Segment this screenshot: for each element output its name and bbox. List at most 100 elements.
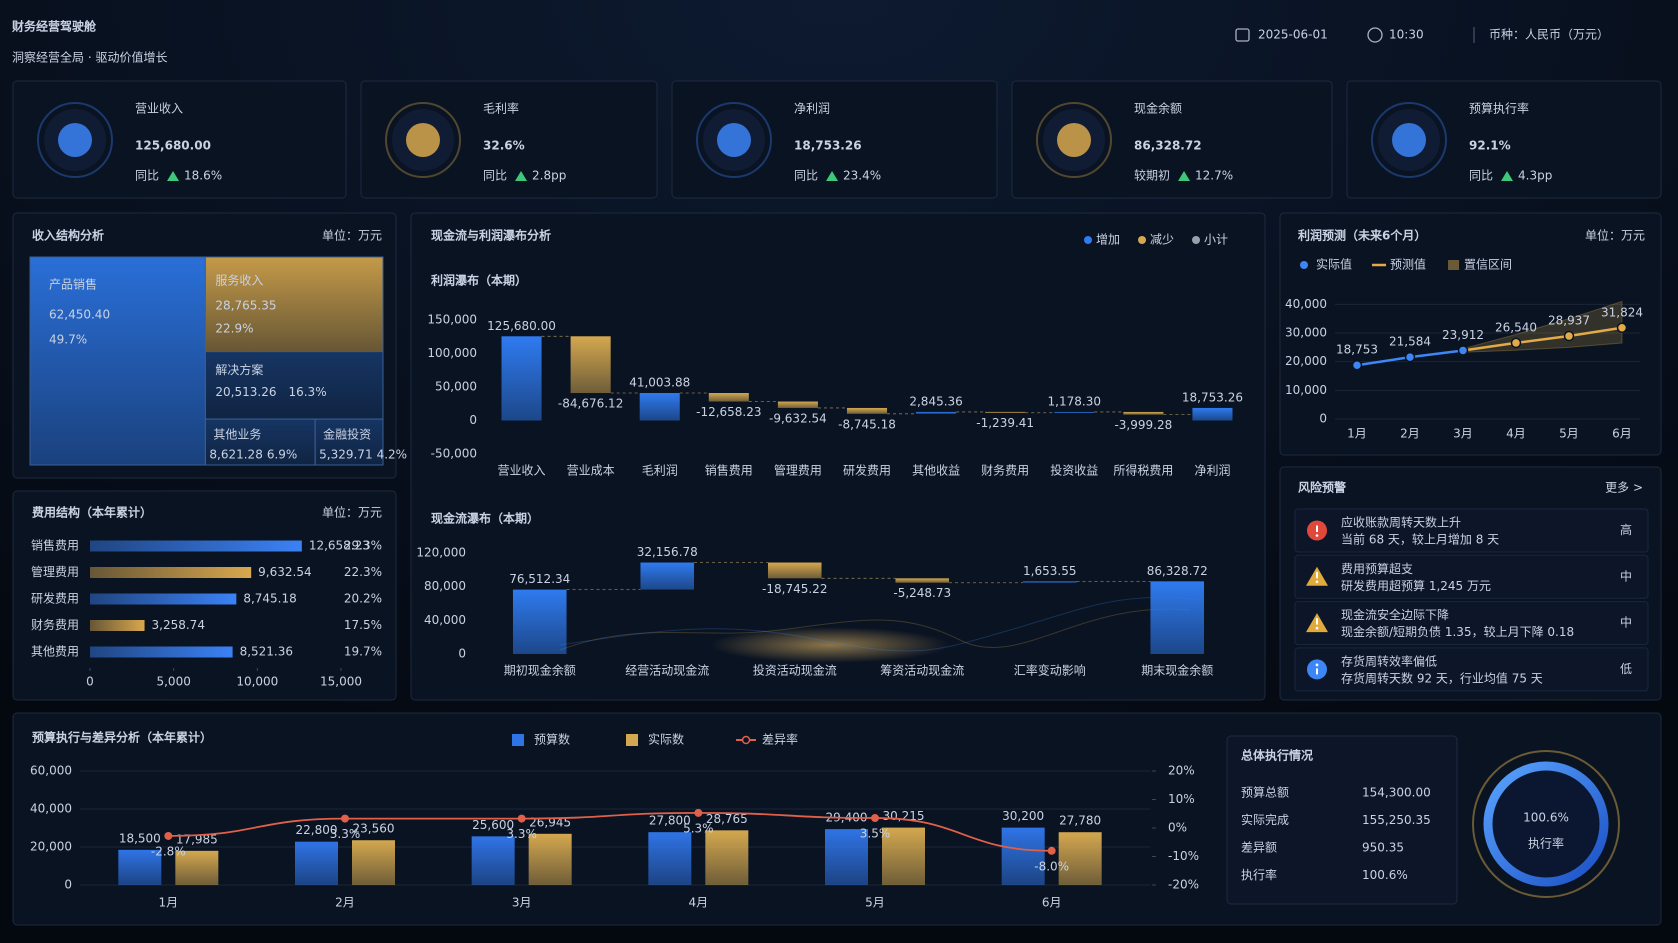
waterfall-bar bbox=[570, 336, 611, 394]
x-tick-label: 4月 bbox=[1506, 427, 1526, 441]
risk-row bbox=[1294, 508, 1649, 553]
value-label: 1,653.55 bbox=[1023, 564, 1076, 578]
waterfall-bar bbox=[1192, 407, 1233, 421]
treemap-share: 4.2% bbox=[377, 448, 408, 462]
waterfall-bar bbox=[916, 411, 957, 414]
waterfall-bar bbox=[1150, 581, 1205, 654]
value-label: 28,937 bbox=[1548, 314, 1590, 328]
bar bbox=[1001, 827, 1045, 885]
x-tick-label: 投资活动现金流 bbox=[753, 663, 837, 678]
kpi-card bbox=[1011, 80, 1333, 199]
value-label: -8.0% bbox=[1034, 859, 1069, 873]
value-label: 26,540 bbox=[1495, 320, 1537, 334]
kpi-icon bbox=[1392, 123, 1426, 157]
risk-level: 中 bbox=[1620, 615, 1632, 630]
x-tick-label: 3月 bbox=[512, 896, 532, 910]
decor-glow bbox=[710, 627, 950, 663]
treemap-label: 产品销售 bbox=[49, 277, 97, 292]
value-label: 5.3% bbox=[683, 821, 714, 835]
value-label: -9,632.54 bbox=[769, 411, 827, 425]
waterfall-bar bbox=[1054, 411, 1095, 413]
value-label: -84,676.12 bbox=[558, 397, 623, 411]
value-label: 22,800 bbox=[296, 823, 338, 837]
value-label: 125,680.00 bbox=[487, 319, 556, 333]
waterfall-bar bbox=[985, 411, 1026, 413]
summary-box bbox=[1226, 735, 1458, 905]
x-tick-label: 1月 bbox=[159, 896, 179, 910]
treemap-value: 62,450.40 bbox=[49, 308, 110, 322]
value-label: -8,745.18 bbox=[838, 417, 896, 431]
kpi-label: 净利润 bbox=[794, 102, 830, 116]
panel-title: 现金流与利润瀑布分析 bbox=[431, 228, 551, 243]
risk-level: 高 bbox=[1620, 522, 1632, 537]
bar bbox=[175, 850, 219, 885]
unit-label: 单位：万元 bbox=[1585, 228, 1645, 243]
value-label: 32,156.78 bbox=[637, 545, 698, 559]
kpi-label: 预算执行率 bbox=[1469, 101, 1529, 116]
risk-detail: 现金余额/短期负债 1.35，较上月下降 0.18 bbox=[1341, 624, 1574, 639]
kpi-label: 毛利率 bbox=[483, 101, 519, 116]
x-tick-label: 5月 bbox=[865, 896, 885, 910]
bar bbox=[90, 593, 237, 605]
x-tick-label: 15,000 bbox=[320, 675, 362, 689]
share-label: 22.3% bbox=[344, 565, 382, 579]
y-tick-label: 财务费用 bbox=[31, 617, 79, 632]
kpi-card bbox=[671, 80, 998, 199]
value-label: 9,632.54 bbox=[258, 565, 311, 579]
series-line bbox=[168, 811, 1052, 852]
calendar-icon bbox=[1235, 28, 1250, 42]
risk-title: 应收账款周转天数上升 bbox=[1341, 515, 1461, 530]
value-label: 18,753 bbox=[1336, 343, 1378, 357]
y-tick-label: 80,000 bbox=[424, 579, 466, 593]
panel bbox=[410, 212, 1266, 701]
gauge-value: 100.6% bbox=[1523, 811, 1569, 825]
treemap-share: 49.7% bbox=[49, 333, 87, 347]
kpi-compare: 较期初 bbox=[1134, 168, 1170, 183]
treemap-cell bbox=[204, 351, 384, 420]
value-label: 23,912 bbox=[1442, 328, 1484, 342]
treemap-label: 金融投资 bbox=[323, 427, 371, 442]
point bbox=[1563, 330, 1575, 342]
x-tick-label: 5,000 bbox=[156, 675, 190, 689]
kpi-change: 4.3pp bbox=[1518, 169, 1552, 183]
x-tick-label: 3月 bbox=[1453, 427, 1473, 441]
legend-label: 预算数 bbox=[534, 732, 570, 747]
y-tick-label: 其他费用 bbox=[31, 645, 79, 659]
decor-wave bbox=[559, 608, 1191, 651]
point bbox=[164, 831, 173, 840]
risk-row bbox=[1294, 554, 1649, 599]
x-tick-label: 汇率变动影响 bbox=[1014, 663, 1086, 678]
x-tick-label: 研发费用 bbox=[843, 463, 891, 478]
y-tick-label: 销售费用 bbox=[31, 538, 79, 553]
chart-title: 现金流瀑布（本期） bbox=[431, 511, 539, 526]
kpi-compare: 同比 bbox=[483, 169, 507, 183]
treemap-value: 8,621.28 bbox=[209, 448, 262, 462]
chart-title: 利润预测（未来6个月） bbox=[1298, 228, 1426, 243]
x-tick-label: 2月 bbox=[1400, 427, 1420, 441]
treemap-value: 20,513.26 bbox=[215, 385, 276, 399]
point bbox=[1510, 337, 1522, 349]
waterfall-bar bbox=[512, 589, 567, 654]
chart-title: 收入结构分析 bbox=[32, 228, 104, 243]
bar bbox=[118, 849, 162, 885]
more-link[interactable]: 更多 > bbox=[1605, 481, 1643, 495]
y-tick-label: 120,000 bbox=[416, 546, 466, 560]
x-tick-label: 2月 bbox=[335, 896, 355, 910]
series-line bbox=[1462, 326, 1623, 352]
x-tick-label: 财务费用 bbox=[981, 463, 1029, 478]
x-tick-label: 期末现金余额 bbox=[1141, 663, 1213, 678]
kpi-card bbox=[1346, 80, 1662, 199]
point bbox=[694, 808, 703, 817]
waterfall-bar bbox=[1123, 411, 1164, 415]
legend-marker bbox=[1300, 261, 1308, 269]
bar bbox=[90, 540, 302, 552]
kpi-compare: 同比 bbox=[1469, 169, 1493, 183]
value-label: 23,560 bbox=[353, 822, 395, 836]
legend-marker bbox=[741, 735, 751, 745]
bar bbox=[882, 827, 925, 885]
chart-title: 预算执行与差异分析（本年累计） bbox=[32, 730, 212, 745]
risk-icon-glyph bbox=[1315, 534, 1319, 537]
value-label: -3,999.28 bbox=[1114, 418, 1172, 432]
waterfall-bar bbox=[777, 401, 818, 408]
